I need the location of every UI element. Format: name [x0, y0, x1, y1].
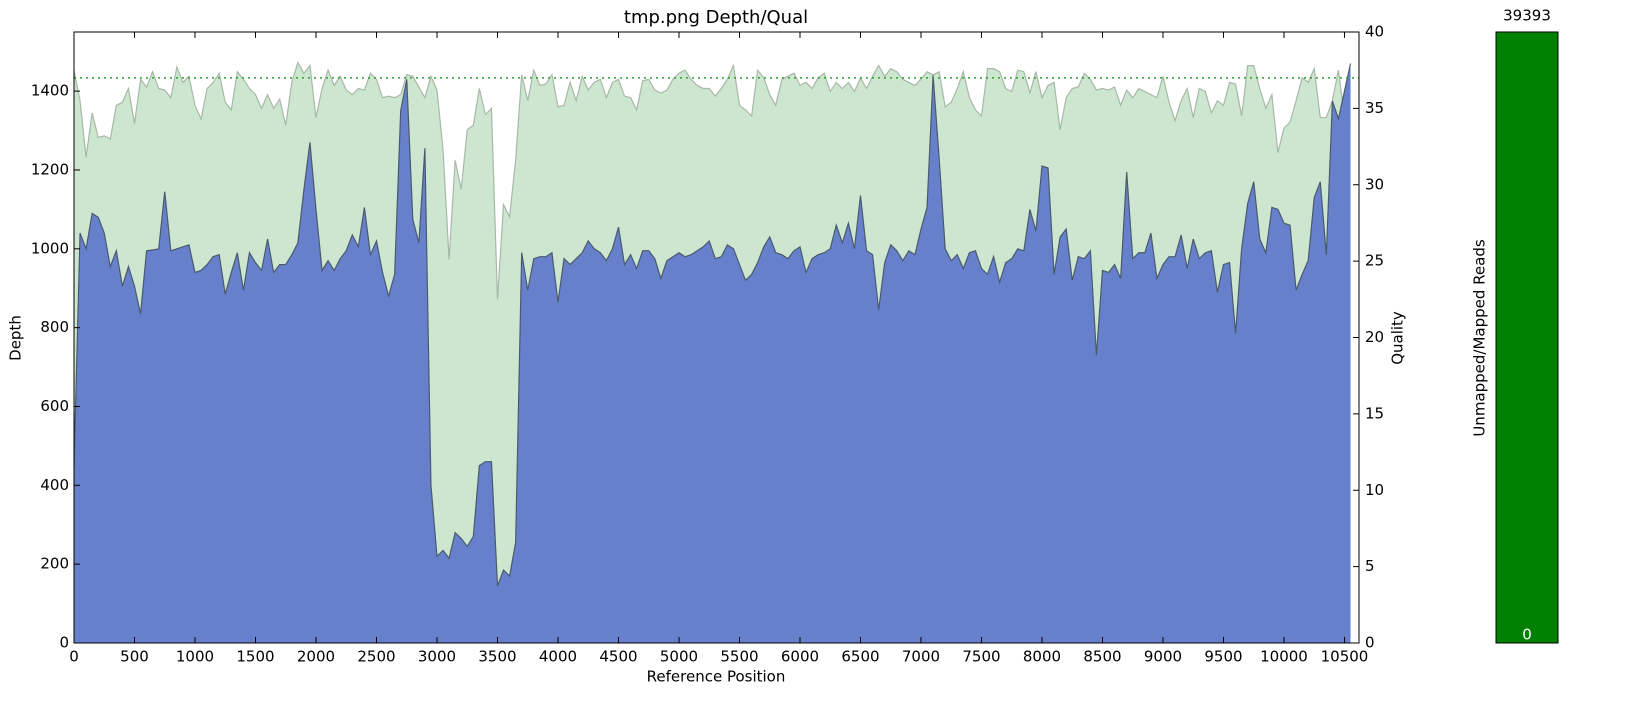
x-tick-label: 7000 [902, 648, 940, 666]
area-fill [74, 63, 1351, 644]
y2-tick-label: 10 [1365, 481, 1384, 499]
x-tick-label: 9500 [1204, 648, 1242, 666]
x-tick-label: 2000 [297, 648, 335, 666]
x-tick-label: 6500 [841, 648, 879, 666]
area-line [73, 61, 1351, 300]
bar-value-label: 0 [1522, 626, 1532, 644]
x-tick-label: 500 [120, 648, 149, 666]
bar [1496, 32, 1558, 643]
bar-value-label: 39393 [1503, 7, 1551, 25]
y2-tick-label: 40 [1365, 23, 1384, 41]
y2-tick-label: 5 [1365, 557, 1375, 575]
x-tick-label: 1000 [176, 648, 214, 666]
x-tick-label: 8500 [1083, 648, 1121, 666]
y-axis-label: Depth [7, 315, 25, 361]
y-tick-label: 600 [40, 397, 69, 415]
area-line [73, 63, 1352, 587]
x-tick-label: 6000 [781, 648, 819, 666]
x-tick-label: 10000 [1260, 648, 1308, 666]
y2-tick-label: 15 [1365, 404, 1384, 422]
bar-frame [1495, 31, 1559, 644]
x-tick-label: 7500 [962, 648, 1000, 666]
x-axis-label: Reference Position [647, 668, 786, 686]
y2-tick-label: 30 [1365, 175, 1384, 193]
x-tick-label: 1500 [236, 648, 274, 666]
y-tick-label: 1200 [31, 160, 69, 178]
x-tick-label: 4000 [539, 648, 577, 666]
x-tick-label: 5500 [720, 648, 758, 666]
x-tick-label: 4500 [599, 648, 637, 666]
x-tick-label: 5000 [660, 648, 698, 666]
x-tick-label: 8000 [1023, 648, 1061, 666]
y2-axis-label: Quality [1389, 311, 1407, 365]
chart-title: tmp.png Depth/Qual [624, 7, 808, 28]
y2-tick-label: 35 [1365, 99, 1384, 117]
y2-tick-label: 0 [1365, 634, 1375, 652]
y-tick-label: 400 [40, 476, 69, 494]
x-tick-label: 2500 [357, 648, 395, 666]
y-tick-label: 1400 [31, 82, 69, 100]
x-tick-label: 9000 [1144, 648, 1182, 666]
x-tick-label: 10500 [1321, 648, 1369, 666]
y-tick-label: 0 [59, 634, 69, 652]
y-tick-label: 800 [40, 318, 69, 336]
y-tick-label: 1000 [31, 239, 69, 257]
x-tick-label: 0 [69, 648, 79, 666]
bar-axis-label: Unmapped/Mapped Reads [1471, 239, 1489, 437]
x-tick-label: 3000 [418, 648, 456, 666]
x-tick-label: 3500 [478, 648, 516, 666]
y-tick-label: 200 [40, 555, 69, 573]
y2-tick-label: 25 [1365, 252, 1384, 270]
y2-tick-label: 20 [1365, 328, 1384, 346]
